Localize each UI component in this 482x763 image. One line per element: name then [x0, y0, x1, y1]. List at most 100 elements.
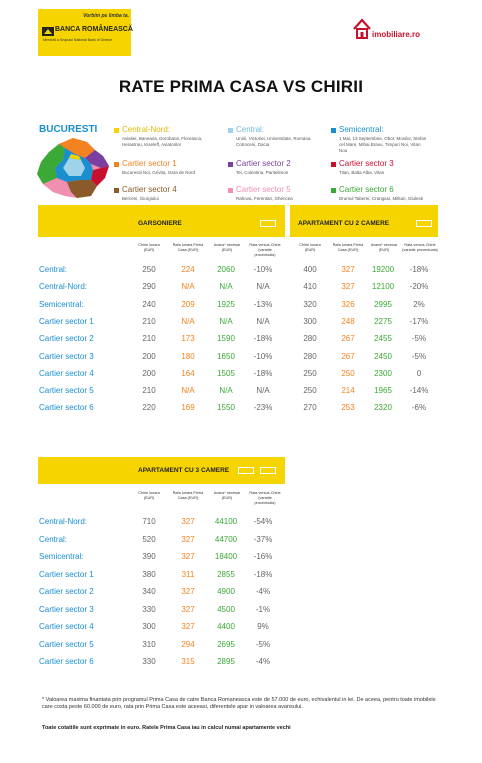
col-header-rata: Rata lunara Prima Casa (EUR) — [332, 243, 364, 252]
bucharest-map — [37, 138, 109, 198]
cell-avans: 2855 — [217, 569, 235, 579]
cell-diff: 0 — [416, 368, 422, 378]
imobiliare-logo: imobiliare.ro — [352, 17, 442, 45]
cell-chirie: 340 — [142, 587, 156, 596]
cell-diff: -18% — [409, 265, 429, 274]
cell-rata: 209 — [181, 299, 195, 309]
cell-chirie: 280 — [303, 334, 317, 344]
zone-description: Aviatiei, Baneasa, Dorobanti, Floreasca,… — [122, 136, 203, 147]
cell-rata: 294 — [181, 639, 195, 649]
row-label: Central: — [39, 265, 68, 274]
cell-chirie: 250 — [142, 265, 156, 274]
col-header-avans: Avans* necesar (EUR) — [213, 491, 241, 500]
col-header-chirie: Chirie lunara (EUR) — [138, 491, 160, 500]
footnote: * Valoarea maxima finantata prin program… — [42, 697, 436, 710]
cell-rata: 248 — [341, 316, 355, 326]
row-label: Semicentral: — [39, 299, 84, 309]
cell-chirie: 380 — [142, 569, 156, 579]
cell-diff: -4% — [255, 657, 271, 666]
table-tab-icon — [238, 467, 254, 474]
cell-diff: -18% — [253, 334, 273, 344]
cell-chirie: 300 — [142, 622, 156, 631]
row-label: Semicentral: — [39, 552, 84, 561]
house-icon — [353, 18, 371, 39]
cell-rata: 169 — [181, 403, 195, 413]
garsoniere-title: GARSONIERE — [138, 220, 182, 227]
cell-chirie: 220 — [142, 403, 156, 413]
cell-chirie: 270 — [303, 403, 317, 413]
cell-diff: -54% — [253, 517, 273, 526]
row-label: Cartier sector 3 — [39, 351, 94, 361]
zone-color-swatch — [228, 162, 233, 167]
col-header-rata: Rata lunara Prima Casa (EUR) — [172, 491, 204, 500]
cell-rata: 311 — [181, 569, 195, 579]
cell-rata: 214 — [341, 386, 355, 396]
cell-chirie: 520 — [142, 534, 156, 544]
cell-rata: 327 — [181, 534, 195, 544]
zone-color-swatch — [331, 188, 336, 193]
cell-avans: 2300 — [374, 368, 392, 378]
cell-chirie: 300 — [303, 316, 317, 326]
cell-rata: 180 — [181, 351, 195, 361]
cell-rata: 327 — [341, 265, 355, 274]
cell-diff: -13% — [253, 299, 273, 309]
cell-rata: 164 — [181, 368, 195, 378]
cell-rata: 327 — [181, 587, 195, 596]
col-header-diff: Rata versus Chirie (variatie procentuala… — [402, 243, 438, 252]
cell-diff: -18% — [253, 569, 273, 579]
cell-chirie: 330 — [142, 657, 156, 666]
cell-avans: 1925 — [217, 299, 235, 309]
cell-avans: 2995 — [374, 299, 392, 309]
cell-rata: 327 — [341, 282, 355, 292]
cell-chirie: 240 — [142, 299, 156, 309]
city-name: BUCURESTI — [39, 124, 98, 135]
cell-diff: N/A — [256, 316, 270, 326]
cell-chirie: 200 — [142, 351, 156, 361]
cell-rata: N/A — [181, 316, 195, 326]
cell-chirie: 200 — [142, 368, 156, 378]
cell-avans: 1505 — [217, 368, 235, 378]
cell-rata: N/A — [181, 386, 195, 396]
cell-diff: -16% — [253, 552, 273, 561]
cell-avans: N/A — [219, 386, 233, 396]
cell-chirie: 250 — [303, 368, 317, 378]
zone-color-swatch — [114, 188, 119, 193]
cell-chirie: 210 — [142, 316, 156, 326]
row-label: Cartier sector 6 — [39, 657, 94, 666]
cell-diff: -5% — [411, 351, 427, 361]
cell-chirie: 320 — [303, 299, 317, 309]
col-header-chirie: Chirie lunara (EUR) — [138, 243, 160, 252]
cell-avans: N/A — [219, 282, 233, 292]
cell-diff: -23% — [253, 403, 273, 413]
cell-diff: -4% — [255, 587, 271, 596]
cell-avans: N/A — [219, 316, 233, 326]
row-label: Cartier sector 6 — [39, 403, 94, 413]
col-header-avans: Avans* necesar (EUR) — [213, 243, 241, 252]
apt2-header: APARTAMENT CU 2 CAMERE — [290, 205, 438, 237]
cell-rata: 253 — [341, 403, 355, 413]
row-label: Cartier sector 4 — [39, 622, 94, 631]
imobiliare-name: imobiliare.ro — [372, 30, 421, 39]
cell-diff: -17% — [409, 316, 429, 326]
zone-description: Titan, Balta Alba, Vitan — [339, 170, 385, 175]
cell-chirie: 330 — [142, 604, 156, 614]
cell-rata: 327 — [181, 552, 195, 561]
cell-diff: -14% — [409, 386, 429, 396]
cell-diff: N/A — [256, 282, 270, 292]
cell-avans: 2320 — [374, 403, 392, 413]
col-header-diff: Rata versus Chirie (variatie procentuala… — [249, 243, 281, 257]
zone-description: Unirii, Victoriei, Universitate, Romana … — [236, 136, 311, 147]
cell-avans: 1965 — [374, 386, 392, 396]
zone-description: Rahova, Ferentari, Ghencea — [236, 196, 293, 201]
cell-diff: -10% — [253, 351, 273, 361]
cell-rata: N/A — [181, 282, 195, 292]
brd-subtitle: Membră a Grupului National Bank of Greec… — [43, 38, 113, 42]
cell-diff: -5% — [255, 639, 271, 649]
zone-color-swatch — [114, 162, 119, 167]
cell-avans: 44100 — [214, 517, 238, 526]
zone-name: Cartier sector 4 — [122, 185, 177, 194]
cell-avans: 2060 — [217, 265, 235, 274]
brd-name: BANCA ROMÂNEASCĂ — [55, 26, 133, 33]
cell-chirie: 710 — [142, 517, 156, 526]
col-header-diff: Rata versus Chirie (variatie procentuala… — [249, 491, 281, 505]
